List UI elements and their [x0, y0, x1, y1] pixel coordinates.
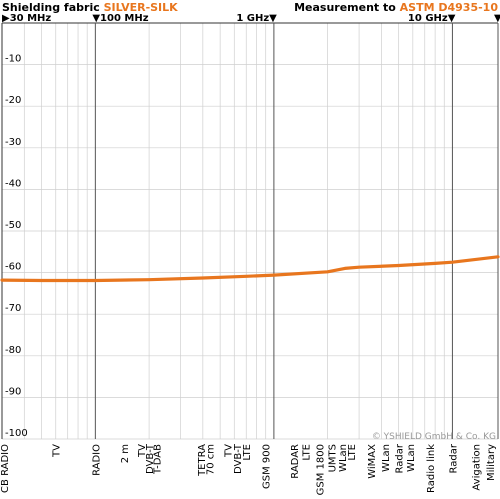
- band-label: TETRA: [197, 444, 208, 477]
- header-right-accent: ASTM D4935-10: [400, 1, 499, 14]
- copyright-notice: © YSHIELD GmbH & Co. KG: [372, 432, 496, 442]
- band-label: CB RADIO: [0, 444, 11, 493]
- header-right: Measurement to ASTM D4935-10: [294, 1, 498, 14]
- series-point: [326, 270, 329, 273]
- frequency-markers: ▶30 MHz ▼100 MHz 1 GHz▼ 10 GHz▼ ▼18 GHz: [2, 13, 500, 439]
- data-series: [0, 255, 500, 283]
- band-label: Radar: [395, 443, 406, 473]
- band-label: RADAR: [290, 444, 301, 479]
- band-label: WiMAX: [367, 444, 378, 479]
- freq-marker-label: ▶30 MHz: [2, 13, 51, 24]
- band-label: LTE: [301, 444, 312, 461]
- band-label: DVB-T: [145, 443, 156, 474]
- band-label: TV: [224, 444, 235, 458]
- band-label: Radio link: [426, 444, 437, 493]
- series-line: [0, 255, 500, 283]
- chart-header: Shielding fabric SILVER-SILK Measurement…: [2, 1, 498, 14]
- band-label: DVB-T: [233, 443, 244, 474]
- band-label: TV: [137, 444, 148, 458]
- band-label: GSM 900: [262, 444, 273, 489]
- series-point: [148, 278, 150, 281]
- series-point: [358, 266, 360, 268]
- y-axis-ticks: -10 -20 -30 -40 -50 -60 -70 -80 -90 -100: [5, 54, 28, 439]
- band-label: Avigation: [472, 444, 483, 491]
- header-left-accent: SILVER-SILK: [104, 1, 179, 14]
- band-label: 2 m: [120, 444, 131, 463]
- header-left-prefix: Shielding fabric: [2, 1, 104, 14]
- freq-marker-label: ▼18 GHz: [494, 13, 500, 24]
- y-tick-label: -60: [5, 262, 21, 273]
- series-point: [397, 264, 400, 267]
- header-right-prefix: Measurement to: [294, 1, 400, 14]
- band-label: WLan: [338, 444, 349, 472]
- y-tick-label: -50: [5, 220, 21, 231]
- band-label: LTE: [347, 444, 358, 461]
- band-label: 70 cm: [205, 444, 216, 475]
- band-label: WLan: [406, 444, 417, 472]
- y-tick-label: -30: [5, 137, 21, 148]
- y-tick-label: -40: [5, 178, 21, 189]
- band-label: Military: [486, 444, 497, 481]
- series-point: [245, 275, 248, 278]
- y-tick-label: -20: [5, 95, 21, 106]
- y-tick-label: -80: [5, 345, 21, 356]
- band-label: LTE: [242, 444, 253, 461]
- y-tick-label: -70: [5, 303, 21, 314]
- grid-lines: [1, 22, 498, 440]
- series-point: [497, 255, 499, 258]
- series-point: [40, 279, 43, 282]
- band-label: T-DAB: [153, 444, 164, 475]
- series-point: [202, 277, 204, 279]
- band-label: UMTS: [327, 444, 338, 472]
- y-tick-label: -10: [5, 54, 21, 65]
- series-point: [273, 274, 275, 276]
- y-tick-label: -90: [5, 386, 21, 397]
- series-point: [434, 262, 436, 265]
- band-label: TV: [52, 444, 63, 458]
- series-point: [451, 261, 454, 264]
- freq-marker-label: 10 GHz▼: [408, 13, 456, 24]
- band-label: Radar: [448, 443, 459, 473]
- y-tick-label: -100: [5, 428, 28, 439]
- series-point: [1, 279, 3, 281]
- band-label: WLan: [381, 444, 392, 472]
- band-label: RADIO: [91, 444, 102, 476]
- freq-marker-label: ▼100 MHz: [92, 13, 148, 24]
- header-left: Shielding fabric SILVER-SILK: [2, 1, 178, 14]
- series-point: [94, 279, 97, 282]
- band-label: GSM 1800: [316, 444, 327, 495]
- freq-marker-label: 1 GHz▼: [236, 13, 277, 24]
- series-point: [344, 267, 346, 270]
